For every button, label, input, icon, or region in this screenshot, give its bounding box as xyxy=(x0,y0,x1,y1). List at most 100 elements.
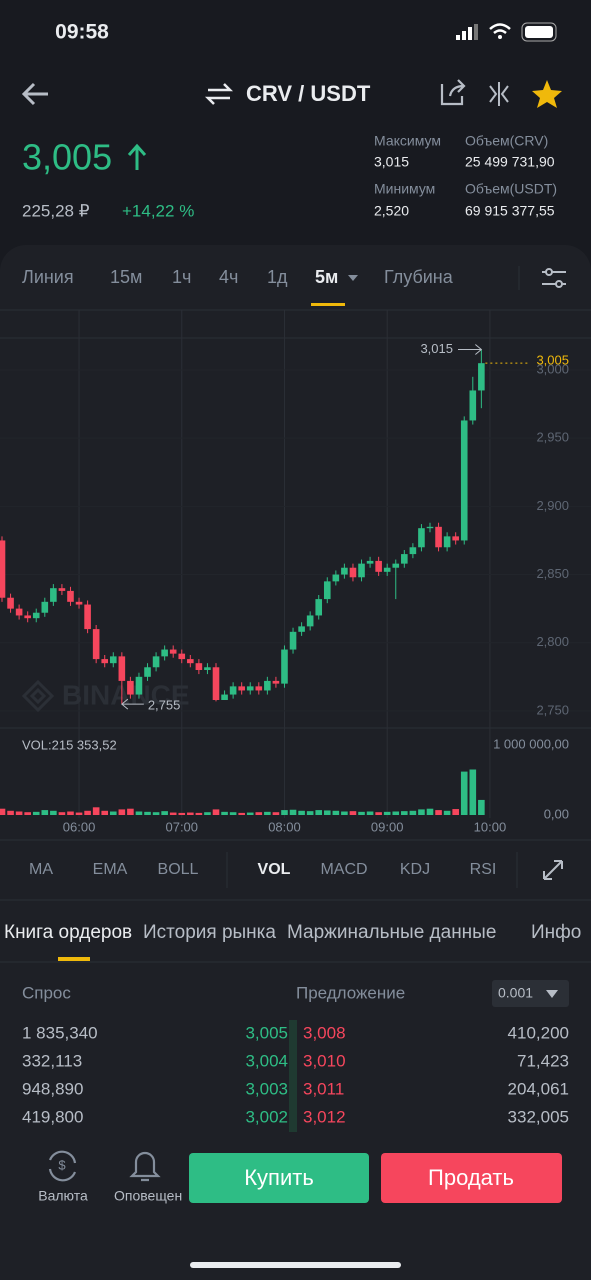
volume-bar xyxy=(67,811,74,815)
volume-bar xyxy=(289,809,297,815)
candle-body xyxy=(443,536,451,548)
candle-body xyxy=(409,547,417,555)
candle-body xyxy=(272,680,280,684)
dropdown-caret xyxy=(546,990,558,998)
candle-body xyxy=(41,601,49,613)
fullscreen-icon[interactable] xyxy=(543,860,563,880)
share-icon[interactable] xyxy=(440,79,466,106)
candle-body xyxy=(212,667,220,700)
book-tab[interactable]: Книга ордеров xyxy=(4,922,132,943)
volume-bar xyxy=(127,808,134,815)
volume-bar xyxy=(50,810,57,815)
book-tab[interactable]: Маржинальные данные xyxy=(287,922,496,943)
indicator-tab[interactable]: KDJ xyxy=(400,861,430,878)
buy-label[interactable]: Купить xyxy=(244,1165,314,1190)
volume-bar xyxy=(349,811,357,815)
back-button[interactable] xyxy=(21,82,48,106)
candle-body xyxy=(306,615,314,627)
ask-qty: 71,423 xyxy=(517,1051,569,1070)
favorite-star[interactable] xyxy=(532,80,562,108)
volume-bar xyxy=(366,811,374,815)
buy-button[interactable] xyxy=(189,1153,369,1203)
alerts-label[interactable]: Оповещен xyxy=(114,1188,182,1204)
ask-qty: 204,061 xyxy=(508,1079,569,1098)
precision[interactable]: 0.001 xyxy=(498,985,533,1001)
sell-button[interactable] xyxy=(381,1153,562,1203)
ask-price: 3,011 xyxy=(303,1079,344,1098)
candle-body xyxy=(92,629,100,660)
precision-select[interactable] xyxy=(492,980,569,1007)
volume-bar xyxy=(469,769,477,815)
volume-bar xyxy=(315,810,323,815)
volume-bar xyxy=(135,811,143,815)
compare-icon[interactable] xyxy=(489,82,509,106)
currency-label[interactable]: Валюта xyxy=(38,1188,88,1204)
volume-bar xyxy=(195,812,203,815)
high-marker xyxy=(458,344,483,355)
candle-body xyxy=(452,536,459,541)
book-tab[interactable]: Инфо xyxy=(531,922,581,943)
candle-body xyxy=(401,554,408,564)
candle-body xyxy=(358,563,365,578)
volume-bar xyxy=(272,812,280,815)
sell-label[interactable]: Продать xyxy=(428,1165,514,1190)
volume-bar xyxy=(118,809,126,815)
ask-price: 3,010 xyxy=(303,1051,346,1070)
candle-body xyxy=(315,599,323,616)
volume-bar xyxy=(144,811,151,815)
stat-value: 2,520 xyxy=(374,203,409,219)
indicator-tab[interactable]: VOL xyxy=(258,861,291,878)
alert-icon[interactable] xyxy=(129,1151,161,1182)
svg-text:$: $ xyxy=(58,1157,66,1172)
book-tab[interactable]: История рынка xyxy=(143,922,276,943)
chart-tab[interactable]: 1д xyxy=(267,267,288,287)
chart-tab[interactable]: 5м xyxy=(315,267,338,287)
volume-bar xyxy=(306,811,314,815)
indicator-tab[interactable]: BOLL xyxy=(158,861,199,878)
indicator-tab[interactable]: RSI xyxy=(470,861,497,878)
panel xyxy=(0,245,591,1280)
volume-bar xyxy=(435,810,442,815)
indicator-tab[interactable]: EMA xyxy=(93,861,128,878)
swap-icon[interactable] xyxy=(204,83,234,105)
dropdown-caret xyxy=(348,275,358,281)
volume-bar xyxy=(152,812,160,815)
indicator-tab[interactable]: MACD xyxy=(320,861,367,878)
watermark-logo xyxy=(21,679,55,713)
ask-qty: 332,005 xyxy=(508,1107,569,1126)
ask-price: 3,008 xyxy=(303,1023,346,1042)
volume-bar xyxy=(58,812,66,815)
high-marker-label: 3,015 xyxy=(420,341,453,356)
chart-tab[interactable]: 4ч xyxy=(219,267,238,287)
y-tick-label: 2,950 xyxy=(536,430,569,445)
candle-body xyxy=(435,526,442,548)
indicator-tab[interactable]: MA xyxy=(29,861,53,878)
chart-tab[interactable]: Глубина xyxy=(384,267,454,287)
status-time: 09:58 xyxy=(55,21,109,44)
candle-body xyxy=(101,659,109,664)
volume-bar xyxy=(92,807,100,815)
settings-icon[interactable] xyxy=(542,268,566,288)
chart-tab[interactable]: 1ч xyxy=(172,267,191,287)
low-marker-label: 2,755 xyxy=(148,698,181,713)
volume-bar xyxy=(246,812,254,815)
volume-bar xyxy=(443,810,451,815)
stat-label: Объем(USDT) xyxy=(465,181,557,197)
candle-body xyxy=(281,649,288,684)
candle-body xyxy=(50,588,57,602)
chart-tab[interactable]: 15м xyxy=(110,267,142,287)
chart-tab[interactable]: Линия xyxy=(22,267,74,287)
pair-title[interactable]: CRV / USDT xyxy=(246,81,371,106)
volume-bar xyxy=(204,812,211,815)
ask-header: Предложение xyxy=(296,983,405,1002)
stat-label: Максимум xyxy=(374,133,441,149)
stat-value: 69 915 377,55 xyxy=(465,203,555,219)
bid-qty: 332,113 xyxy=(22,1051,82,1070)
bid-price: 3,005 xyxy=(245,1023,288,1042)
stat-label: Минимум xyxy=(374,181,435,197)
volume-bar xyxy=(264,811,271,815)
volume-bar xyxy=(0,808,6,815)
candle-body xyxy=(169,649,177,654)
currency-icon[interactable]: $ xyxy=(48,1150,77,1182)
candle-body xyxy=(221,694,228,700)
